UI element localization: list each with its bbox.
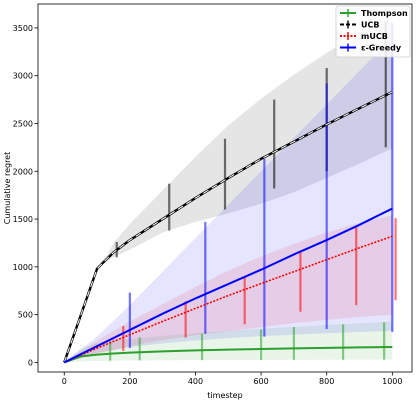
greedy-legend-label: ε-Greedy [361,44,402,53]
x-tick-label: 0 [62,377,67,386]
ucb-band [64,13,393,363]
confidence-bands [64,13,393,363]
y-tick-label: 500 [18,311,33,320]
mucb-band [64,215,393,363]
y-tick-label: 2500 [13,119,33,128]
greedy-band [64,37,393,363]
series-lines [63,90,393,364]
thompson-line [63,346,393,364]
y-tick-label: 0 [28,358,33,367]
y-tick-label: 1000 [13,263,33,272]
x-tick-label: 400 [188,377,203,386]
y-tick-label: 3000 [13,72,33,81]
ucb-line-dash [63,91,393,363]
y-axis-label: Cumulative regret [3,152,12,225]
greedy-line [63,207,393,364]
y-tick-label: 2000 [13,167,33,176]
mucb-legend-label: mUCB [361,32,388,41]
x-tick-label: 200 [122,377,137,386]
y-axis-ticks: 0 500 1000 1500 2000 2500 3000 3500 [13,24,38,367]
x-axis-label: timestep [207,391,242,400]
x-tick-label: 600 [253,377,268,386]
x-axis-ticks: 0 200 400 600 800 1000 [62,372,402,386]
plot-frame [37,3,413,373]
y-tick-label: 1500 [13,215,33,224]
y-tick-label: 3500 [13,24,33,33]
ucb-legend-label: UCB [361,21,379,30]
legend: Thompson UCB mUCB ε-Greedy [335,5,411,58]
thompson-legend-label: Thompson [361,9,408,18]
x-tick-label: 800 [319,377,334,386]
x-tick-label: 1000 [382,377,402,386]
legend-box [335,5,411,58]
